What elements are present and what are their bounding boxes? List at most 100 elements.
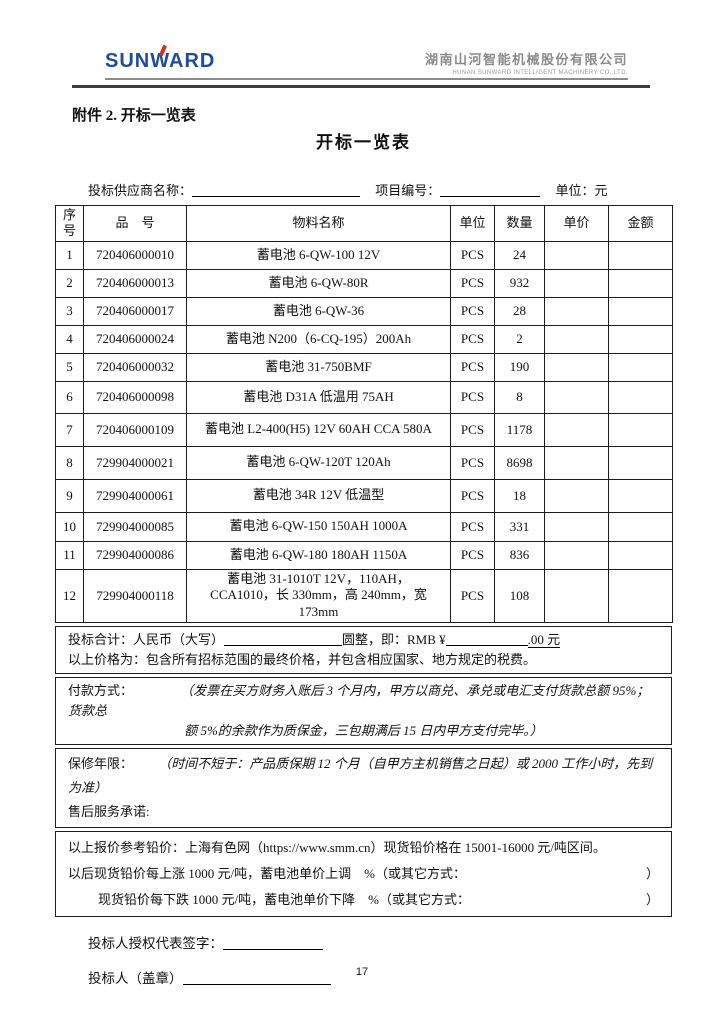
- bid-total-box: 投标合计：人民币（大写） 圆整，即：RMB ¥ .00 元 以上价格为：包含所有招标…: [55, 626, 672, 675]
- lead-price-decrease-text: 现货铅价每下跌 1000 元/吨，蓄电池单价下降 %（或其它方式：: [98, 892, 470, 908]
- table-row: 12 729904000118 蓄电池 31-1010T 12V，110AH， …: [55, 568, 673, 624]
- cell-price: [544, 352, 609, 382]
- cell-seq: 5: [55, 352, 84, 382]
- bid-total-prefix: 投标合计：人民币（大写）: [68, 632, 225, 648]
- cell-amount: [608, 568, 673, 624]
- cell-price: [544, 568, 609, 624]
- cell-unit: PCS: [450, 445, 495, 480]
- cell-qty: 28: [494, 296, 545, 326]
- cell-seq: 1: [55, 240, 84, 270]
- cell-unit: PCS: [450, 412, 495, 447]
- company-name-cn: 湖南山河智能机械股份有限公司: [424, 52, 628, 67]
- letterhead-divider-gray: [105, 78, 628, 80]
- col-header-amount: 金额: [608, 205, 673, 242]
- cell-unit: PCS: [450, 268, 495, 298]
- supplier-name-label: 投标供应商名称：: [88, 183, 193, 198]
- payment-terms-box: 付款方式： （发票在买方财务入账后 3 个月内，甲方以商兑、承兑或电汇支付货款总…: [55, 677, 672, 746]
- cell-price: [544, 511, 609, 542]
- bidder-seal-line: 投标人（盖章）: [88, 967, 672, 987]
- supplier-name-blank: [192, 183, 361, 197]
- cell-amount: [608, 412, 673, 447]
- cell-price: [544, 412, 609, 447]
- cell-amount: [608, 511, 673, 542]
- payment-terms-text-1: （发票在买方财务入账后 3 个月内，甲方以商兑、承兑或电汇支付货款总额 95%；…: [68, 683, 650, 719]
- amount-numeric-blank: [445, 632, 528, 647]
- cell-amount: [608, 296, 673, 326]
- cell-material: 蓄电池 D31A 低温用 75AH: [186, 380, 451, 414]
- cell-material: 蓄电池 6-QW-36: [186, 296, 451, 326]
- cell-price: [544, 324, 609, 354]
- cell-seq: 2: [55, 268, 84, 298]
- price-scope-note: 以上价格为：包含所有招标范围的最终价格，并包含相应国家、地方规定的税费。: [68, 652, 537, 668]
- page-title: 开标一览表: [316, 133, 411, 152]
- cell-material: 蓄电池 31-750BMF: [186, 352, 451, 382]
- cell-item-no: 720406000017: [83, 296, 187, 326]
- cell-price: [544, 380, 609, 414]
- cell-qty: 331: [494, 511, 545, 542]
- bid-total-line: 投标合计：人民币（大写） 圆整，即：RMB ¥ .00 元: [68, 630, 659, 650]
- cell-amount: [608, 540, 673, 570]
- cell-item-no: 720406000098: [83, 380, 187, 414]
- cell-material: 蓄电池 6-QW-100 12V: [186, 240, 451, 270]
- cell-price: [544, 240, 609, 270]
- representative-signature-label: 投标人授权代表签字：: [88, 936, 223, 952]
- cell-material: 蓄电池 6-QW-180 180AH 1150A: [186, 540, 451, 570]
- cell-unit: PCS: [450, 352, 495, 382]
- cell-material: 蓄电池 31-1010T 12V，110AH， CCA1010，长 330mm，…: [186, 568, 451, 624]
- cell-item-no: 729904000021: [83, 445, 187, 480]
- cell-seq: 6: [55, 380, 84, 414]
- table-row: 6 720406000098 蓄电池 D31A 低温用 75AH PCS 8: [55, 380, 673, 414]
- cell-item-no: 720406000024: [83, 324, 187, 354]
- cell-seq: 4: [55, 324, 84, 354]
- cell-material: 蓄电池 6-QW-120T 120Ah: [186, 445, 451, 480]
- table-row: 2 720406000013 蓄电池 6-QW-80R PCS 932: [55, 268, 673, 298]
- cell-unit: PCS: [450, 380, 495, 414]
- lead-price-reference: 以上报价参考铅价：上海有色网（https://www.smm.cn）现货铅价格在…: [68, 835, 659, 861]
- cell-price: [544, 296, 609, 326]
- cell-item-no: 720406000013: [83, 268, 187, 298]
- cell-qty: 932: [494, 268, 545, 298]
- cell-item-no: 729904000085: [83, 511, 187, 542]
- cell-seq: 10: [55, 511, 84, 542]
- cell-amount: [608, 478, 673, 513]
- page-number: 17: [355, 966, 369, 978]
- warranty-box: 保修年限： （时间不短于：产品质保期 12 个月（自甲方主机销售之日起）或 20…: [55, 748, 672, 829]
- cell-qty: 8698: [494, 445, 545, 480]
- currency-unit-label: 单位：元: [555, 183, 608, 198]
- lead-price-box: 以上报价参考铅价：上海有色网（https://www.smm.cn）现货铅价格在…: [55, 831, 672, 918]
- col-header-seq: 序 号: [55, 205, 84, 242]
- bid-total-suffix: .00 元: [527, 632, 561, 649]
- cell-seq: 3: [55, 296, 84, 326]
- fill-in-space: [470, 887, 646, 913]
- representative-signature-blank: [223, 936, 323, 951]
- cell-unit: PCS: [450, 568, 495, 624]
- cell-qty: 108: [494, 568, 545, 624]
- cell-qty: 836: [494, 540, 545, 570]
- cell-seq: 12: [55, 568, 84, 624]
- lead-price-increase-line: 以后现货铅价每上涨 1000 元/吨，蓄电池单价上调 %（或其它方式： ）: [68, 861, 659, 887]
- warranty-line: 保修年限： （时间不短于：产品质保期 12 个月（自甲方主机销售之日起）或 20…: [68, 752, 659, 800]
- cell-item-no: 729904000118: [83, 568, 187, 624]
- lead-price-increase-text: 以后现货铅价每上涨 1000 元/吨，蓄电池单价上调 %（或其它方式：: [68, 866, 466, 882]
- company-name-en: HUNAN SUNWARD INTELLIGENT MACHINERY CO.,…: [452, 70, 628, 76]
- cell-qty: 1178: [494, 412, 545, 447]
- table-row: 4 720406000024 蓄电池 N200（6-CQ-195）200Ah P…: [55, 324, 673, 354]
- attachment-title: 附件 2. 开标一览表: [72, 108, 196, 124]
- cell-material: 蓄电池 6-QW-150 150AH 1000A: [186, 511, 451, 542]
- cell-seq: 9: [55, 478, 84, 513]
- cell-qty: 190: [494, 352, 545, 382]
- info-line: 投标供应商名称： 项目编号： 单位：元: [88, 180, 672, 199]
- col-header-item-no: 品 号: [83, 205, 187, 242]
- table-row: 8 729904000021 蓄电池 6-QW-120T 120Ah PCS 8…: [55, 445, 673, 480]
- col-header-material: 物料名称: [186, 205, 451, 242]
- cell-seq: 11: [55, 540, 84, 570]
- table-row: 9 729904000061 蓄电池 34R 12V 低温型 PCS 18: [55, 478, 673, 513]
- cell-item-no: 720406000032: [83, 352, 187, 382]
- cell-amount: [608, 445, 673, 480]
- document-body: 附件 2. 开标一览表 开标一览表 投标供应商名称： 项目编号： 单位：元 序 …: [55, 104, 673, 987]
- cell-item-no: 729904000086: [83, 540, 187, 570]
- representative-signature-line: 投标人授权代表签字：: [88, 932, 672, 952]
- col-header-price: 单价: [544, 205, 609, 242]
- cell-material: 蓄电池 34R 12V 低温型: [186, 478, 451, 513]
